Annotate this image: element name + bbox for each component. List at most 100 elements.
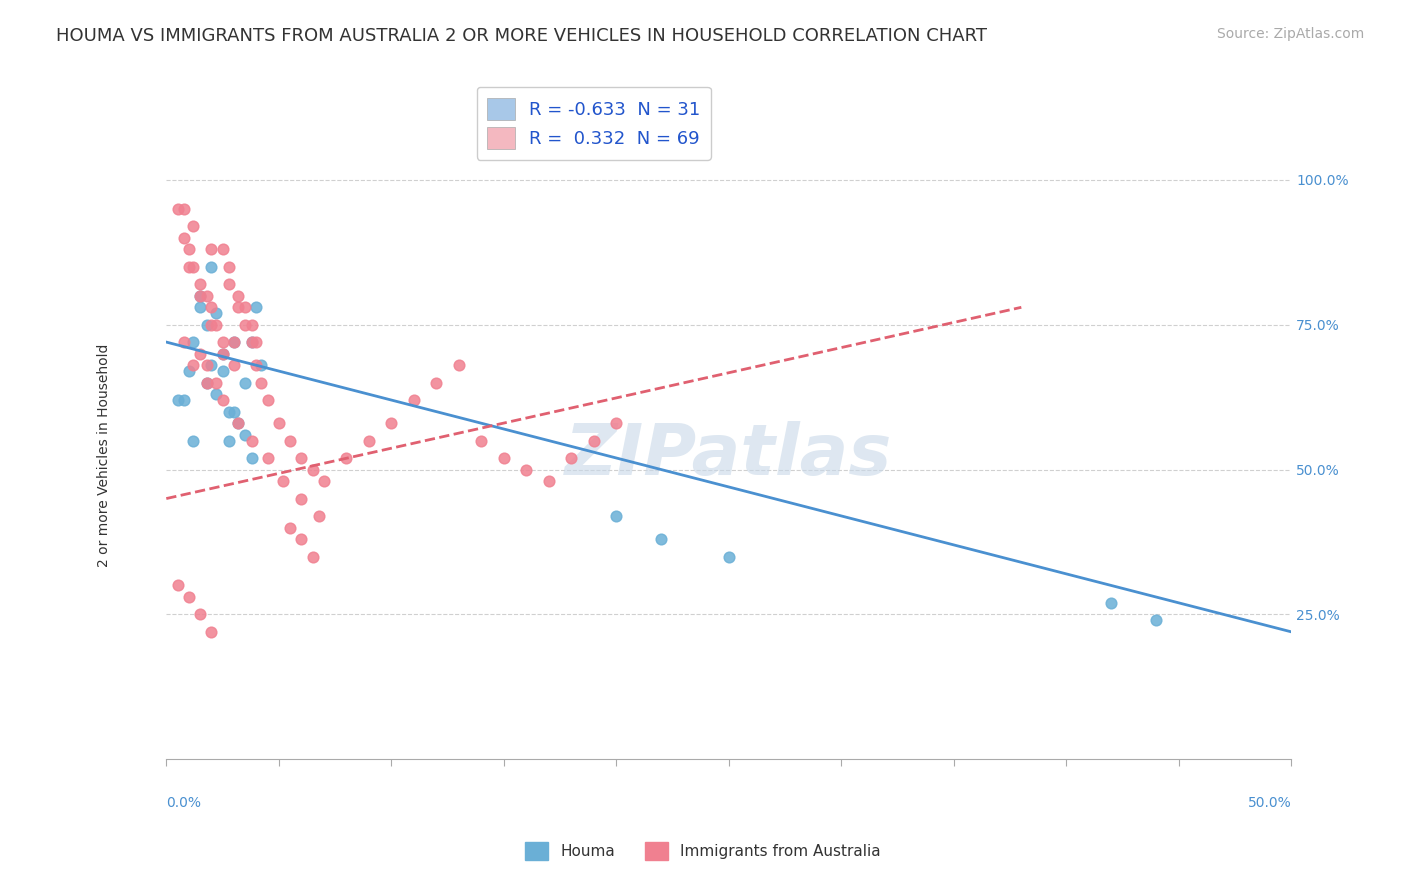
- Point: [222, 404, 245, 418]
- Point: [211, 346, 233, 360]
- Point: [218, 434, 240, 448]
- Point: [195, 318, 218, 332]
- Point: [240, 434, 263, 448]
- Point: [470, 434, 492, 448]
- Point: [447, 358, 470, 372]
- Text: ZIPatlas: ZIPatlas: [565, 421, 893, 490]
- Point: [278, 434, 301, 448]
- Text: 0.0%: 0.0%: [166, 796, 201, 810]
- Point: [195, 289, 218, 303]
- Point: [188, 301, 211, 315]
- Point: [240, 334, 263, 349]
- Point: [200, 260, 222, 274]
- Point: [233, 301, 256, 315]
- Point: [211, 346, 233, 360]
- Point: [211, 243, 233, 257]
- Point: [195, 376, 218, 390]
- Point: [166, 392, 188, 407]
- Point: [717, 549, 740, 564]
- Text: 2 or more Vehicles in Household: 2 or more Vehicles in Household: [97, 343, 111, 566]
- Point: [181, 358, 204, 372]
- Point: [226, 416, 249, 430]
- Point: [222, 334, 245, 349]
- Point: [211, 392, 233, 407]
- Point: [256, 450, 278, 465]
- Point: [218, 404, 240, 418]
- Point: [188, 346, 211, 360]
- Point: [188, 277, 211, 292]
- Legend: R = -0.633  N = 31, R =  0.332  N = 69: R = -0.633 N = 31, R = 0.332 N = 69: [477, 87, 711, 160]
- Point: [308, 508, 330, 523]
- Point: [195, 376, 218, 390]
- Point: [173, 334, 195, 349]
- Point: [271, 474, 294, 488]
- Point: [301, 462, 323, 476]
- Point: [335, 450, 357, 465]
- Point: [537, 474, 560, 488]
- Point: [290, 450, 312, 465]
- Point: [245, 358, 267, 372]
- Point: [177, 260, 200, 274]
- Point: [245, 334, 267, 349]
- Point: [226, 289, 249, 303]
- Point: [492, 450, 515, 465]
- Point: [188, 607, 211, 622]
- Point: [402, 392, 425, 407]
- Point: [211, 334, 233, 349]
- Point: [312, 474, 335, 488]
- Point: [278, 520, 301, 534]
- Point: [200, 318, 222, 332]
- Point: [166, 578, 188, 592]
- Point: [204, 306, 226, 320]
- Point: [177, 243, 200, 257]
- Point: [560, 450, 582, 465]
- Point: [267, 416, 290, 430]
- Point: [240, 318, 263, 332]
- Text: 50.0%: 50.0%: [1247, 796, 1291, 810]
- Point: [181, 334, 204, 349]
- Point: [218, 260, 240, 274]
- Point: [249, 358, 271, 372]
- Point: [177, 590, 200, 604]
- Point: [233, 318, 256, 332]
- Point: [249, 376, 271, 390]
- Point: [245, 301, 267, 315]
- Point: [256, 392, 278, 407]
- Point: [200, 624, 222, 639]
- Point: [650, 532, 672, 546]
- Point: [380, 416, 402, 430]
- Point: [240, 334, 263, 349]
- Point: [222, 334, 245, 349]
- Point: [582, 434, 605, 448]
- Point: [233, 427, 256, 442]
- Point: [200, 358, 222, 372]
- Point: [173, 202, 195, 216]
- Point: [1144, 613, 1167, 627]
- Point: [301, 549, 323, 564]
- Text: HOUMA VS IMMIGRANTS FROM AUSTRALIA 2 OR MORE VEHICLES IN HOUSEHOLD CORRELATION C: HOUMA VS IMMIGRANTS FROM AUSTRALIA 2 OR …: [56, 27, 987, 45]
- Point: [200, 243, 222, 257]
- Text: Source: ZipAtlas.com: Source: ZipAtlas.com: [1216, 27, 1364, 41]
- Point: [181, 260, 204, 274]
- Point: [240, 450, 263, 465]
- Point: [605, 508, 627, 523]
- Point: [204, 376, 226, 390]
- Point: [173, 231, 195, 245]
- Point: [188, 289, 211, 303]
- Point: [181, 219, 204, 234]
- Point: [1099, 596, 1122, 610]
- Point: [188, 289, 211, 303]
- Point: [195, 358, 218, 372]
- Point: [226, 301, 249, 315]
- Point: [605, 416, 627, 430]
- Point: [222, 358, 245, 372]
- Point: [166, 202, 188, 216]
- Point: [357, 434, 380, 448]
- Point: [177, 364, 200, 378]
- Point: [173, 392, 195, 407]
- Point: [200, 301, 222, 315]
- Point: [226, 416, 249, 430]
- Point: [290, 491, 312, 506]
- Point: [425, 376, 447, 390]
- Point: [515, 462, 537, 476]
